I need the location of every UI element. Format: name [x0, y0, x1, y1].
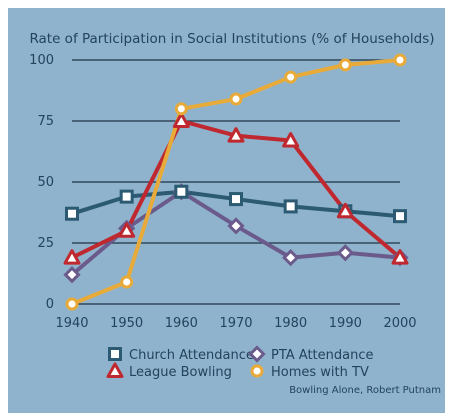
x-tick-label: 1940 [55, 316, 88, 331]
data-point-church-attendance [229, 192, 243, 207]
chart-caption: Bowling Alone, Robert Putnam [289, 385, 441, 396]
legend-item: League Bowling [106, 362, 232, 380]
y-axis-ticks: 0 25 50 75 100 [29, 53, 54, 312]
data-point-homes-with-tv [229, 92, 243, 106]
data-point-homes-with-tv [65, 297, 79, 311]
legend-label: Homes with TV [271, 365, 369, 380]
data-point-church-attendance [65, 206, 79, 221]
data-point-league-bowling [282, 132, 300, 148]
grid-lines [72, 59, 400, 305]
data-point-league-bowling [227, 127, 245, 143]
y-tick-label: 75 [37, 114, 54, 129]
data-point-church-attendance [174, 184, 189, 199]
data-point-homes-with-tv [338, 58, 352, 72]
x-tick-label: 2000 [383, 316, 416, 331]
legend-label: Church Attendance [129, 348, 254, 363]
data-point-homes-with-tv [284, 70, 298, 84]
legend-marker-circle [250, 364, 264, 378]
y-tick-label: 50 [37, 175, 54, 190]
data-point-pta-attendance [63, 266, 81, 284]
data-point-league-bowling [336, 202, 354, 219]
data-point-pta-attendance [227, 217, 245, 235]
x-axis-ticks: 1940 1950 1960 1970 1980 1990 2000 [55, 316, 416, 331]
legend-marker-triangle [106, 362, 124, 378]
x-tick-label: 1950 [110, 316, 143, 331]
series-markers [63, 53, 409, 311]
x-tick-label: 1960 [165, 316, 198, 331]
data-point-church-attendance [283, 199, 298, 214]
x-tick-label: 1970 [219, 316, 252, 331]
legend-item: PTA Attendance [248, 345, 374, 363]
x-tick-label: 1990 [329, 316, 362, 331]
data-point-league-bowling [63, 249, 81, 265]
data-point-league-bowling [118, 222, 136, 238]
data-point-church-attendance [119, 189, 134, 204]
chart-title: Rate of Participation in Social Institut… [29, 31, 434, 47]
x-tick-label: 1980 [274, 316, 307, 331]
legend-label: League Bowling [129, 365, 232, 380]
data-point-pta-attendance [282, 249, 300, 267]
y-tick-label: 100 [29, 53, 54, 68]
data-point-league-bowling [172, 112, 190, 128]
legend-item: Homes with TV [250, 364, 369, 380]
data-point-homes-with-tv [174, 102, 188, 116]
data-point-homes-with-tv [393, 53, 407, 67]
legend-label: PTA Attendance [271, 348, 374, 363]
data-point-church-attendance [393, 209, 407, 224]
data-point-league-bowling [391, 249, 409, 265]
legend: Church Attendance League Bowling PTA Atten… [106, 345, 374, 380]
y-tick-label: 0 [46, 297, 54, 312]
legend-item: Church Attendance [108, 347, 254, 363]
legend-marker-square [108, 347, 122, 361]
data-point-homes-with-tv [120, 275, 134, 289]
legend-marker-diamond [248, 345, 266, 363]
data-point-pta-attendance [336, 244, 354, 262]
y-tick-label: 25 [37, 236, 54, 251]
